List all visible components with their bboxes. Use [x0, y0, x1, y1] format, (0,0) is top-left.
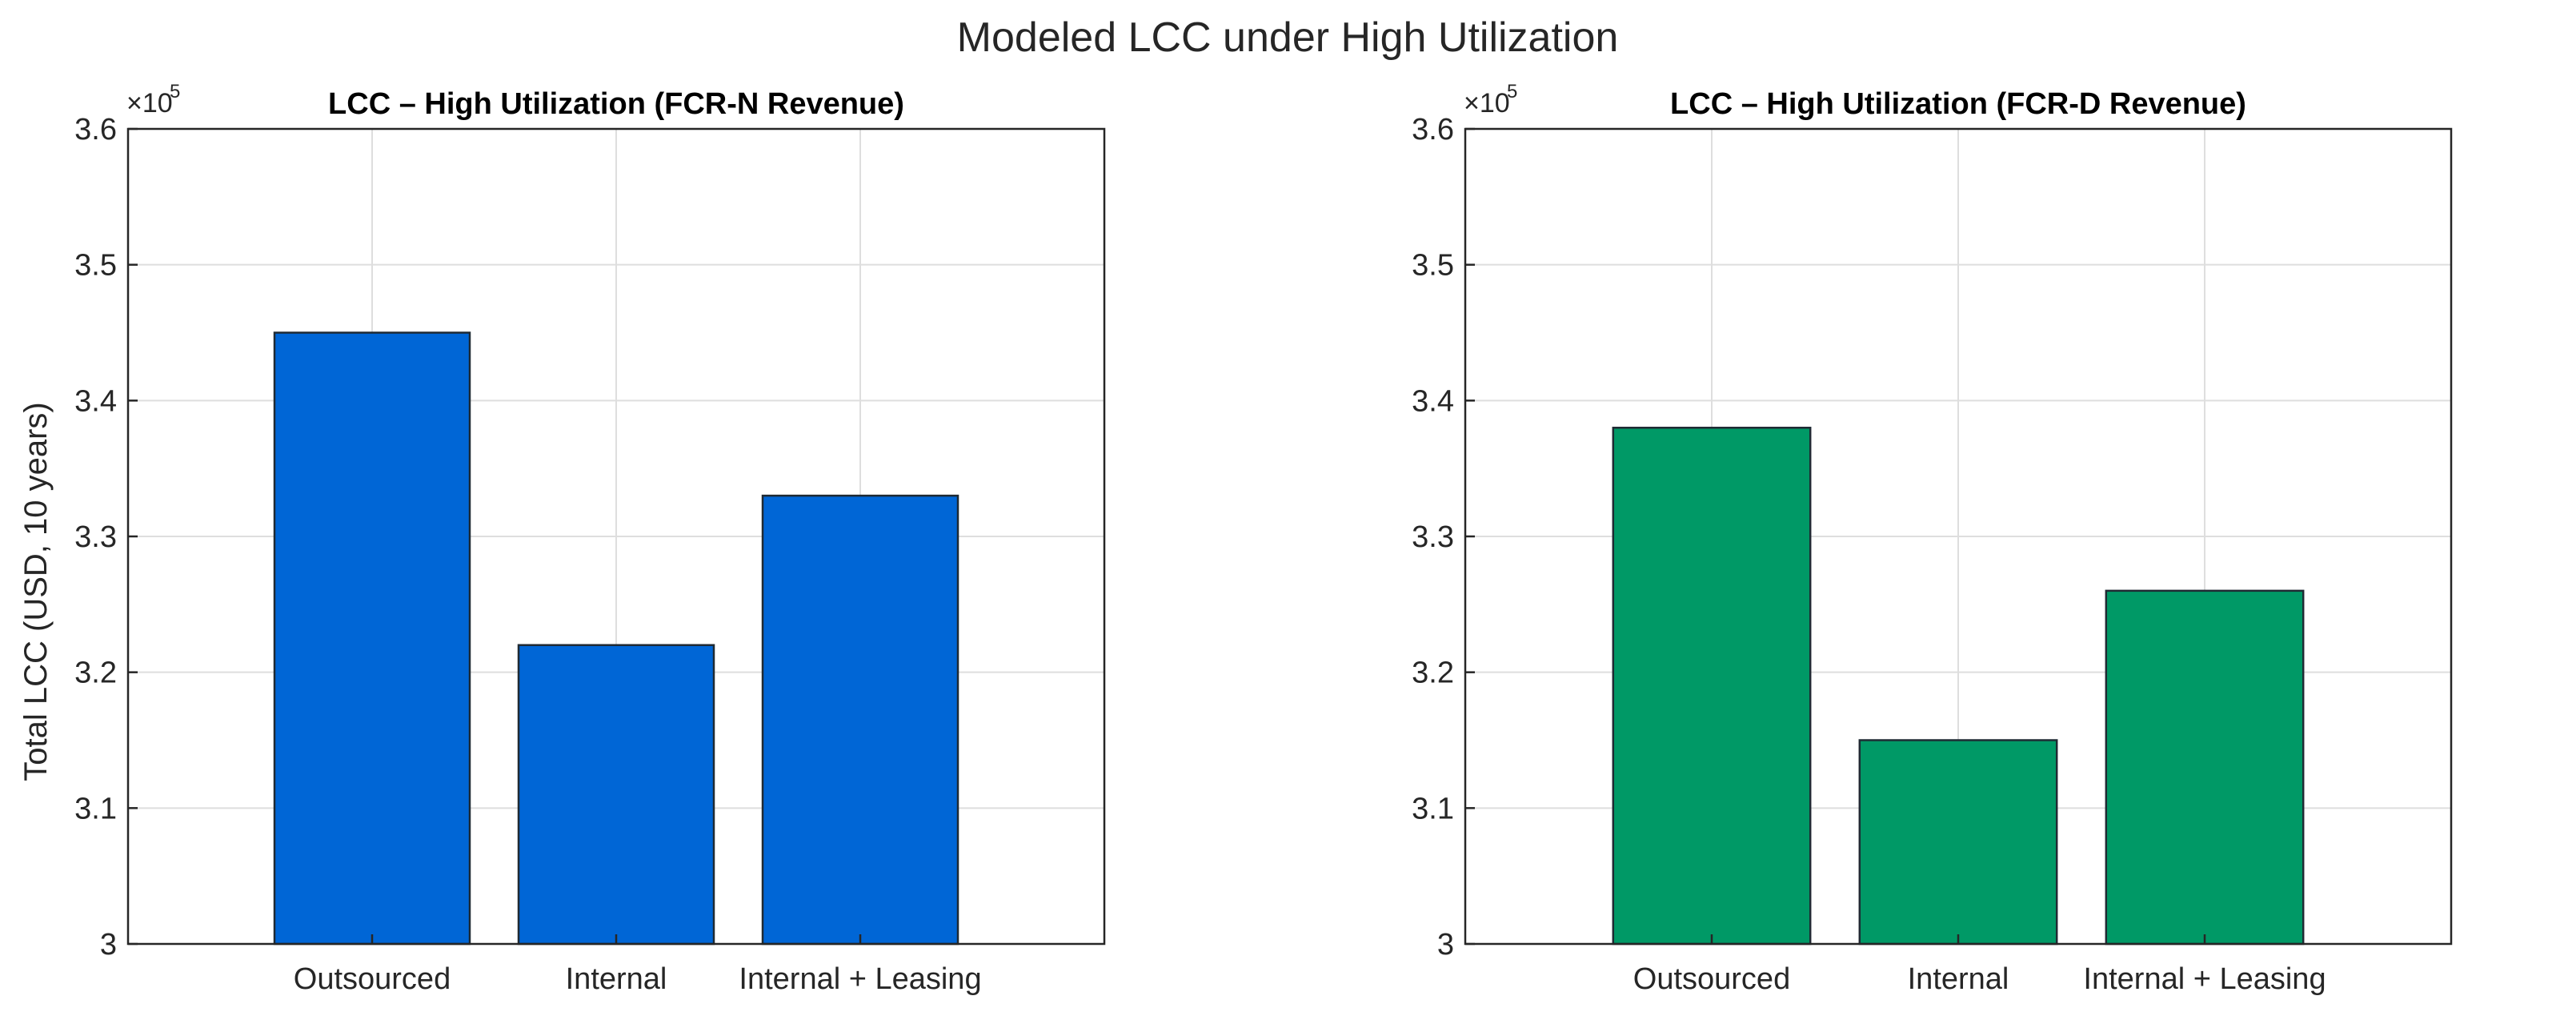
x-tick-label: Outsourced [1633, 962, 1790, 996]
y-tick-label: 3.2 [1412, 657, 1454, 690]
x-tick-label: Outsourced [294, 962, 451, 996]
y-tick-label: 3.2 [74, 657, 117, 690]
x-tick-label: Internal [566, 962, 667, 996]
y-tick-label: 3.4 [1412, 384, 1454, 418]
bar-internal [517, 644, 715, 946]
bar-internal-leasing [2105, 589, 2305, 946]
y-scale-base: ×10 [1464, 88, 1510, 118]
x-tick-label: Internal [1908, 962, 2009, 996]
chart-fcr-n: LCC – High Utilization (FCR-N Revenue) ×… [18, 81, 1106, 996]
bar-internal [1858, 739, 2058, 946]
y-tick-label: 3 [1437, 928, 1454, 962]
y-tick-label: 3.3 [74, 520, 117, 554]
chart-fcr-d: LCC – High Utilization (FCR-D Revenue) ×… [1412, 81, 2453, 996]
y-scale-exponent: 5 [1507, 81, 1517, 102]
y-tick-label: 3.5 [74, 249, 117, 283]
chart-title: LCC – High Utilization (FCR-N Revenue) [328, 87, 904, 121]
y-axis-label: Total LCC (USD, 10 years) [18, 402, 54, 781]
y-scale-base: ×10 [126, 88, 173, 118]
x-tick-label: Internal + Leasing [739, 962, 981, 996]
y-tick-label: 3.4 [74, 384, 117, 418]
y-tick-label: 3.6 [74, 113, 117, 147]
bar-outsourced [273, 331, 471, 946]
y-tick-label: 3.3 [1412, 520, 1454, 554]
y-tick-label: 3.1 [74, 792, 117, 825]
bar-internal-leasing [761, 494, 959, 946]
bar-outsourced [1612, 427, 1812, 946]
y-tick-label: 3.1 [1412, 792, 1454, 825]
figure-title: Modeled LCC under High Utilization [957, 14, 1619, 61]
y-tick-label: 3.5 [1412, 249, 1454, 283]
y-tick-label: 3 [100, 928, 117, 962]
x-tick-label: Internal + Leasing [2083, 962, 2326, 996]
y-tick-label: 3.6 [1412, 113, 1454, 147]
y-scale-exponent: 5 [170, 81, 180, 102]
chart-title: LCC – High Utilization (FCR-D Revenue) [1670, 87, 2246, 121]
